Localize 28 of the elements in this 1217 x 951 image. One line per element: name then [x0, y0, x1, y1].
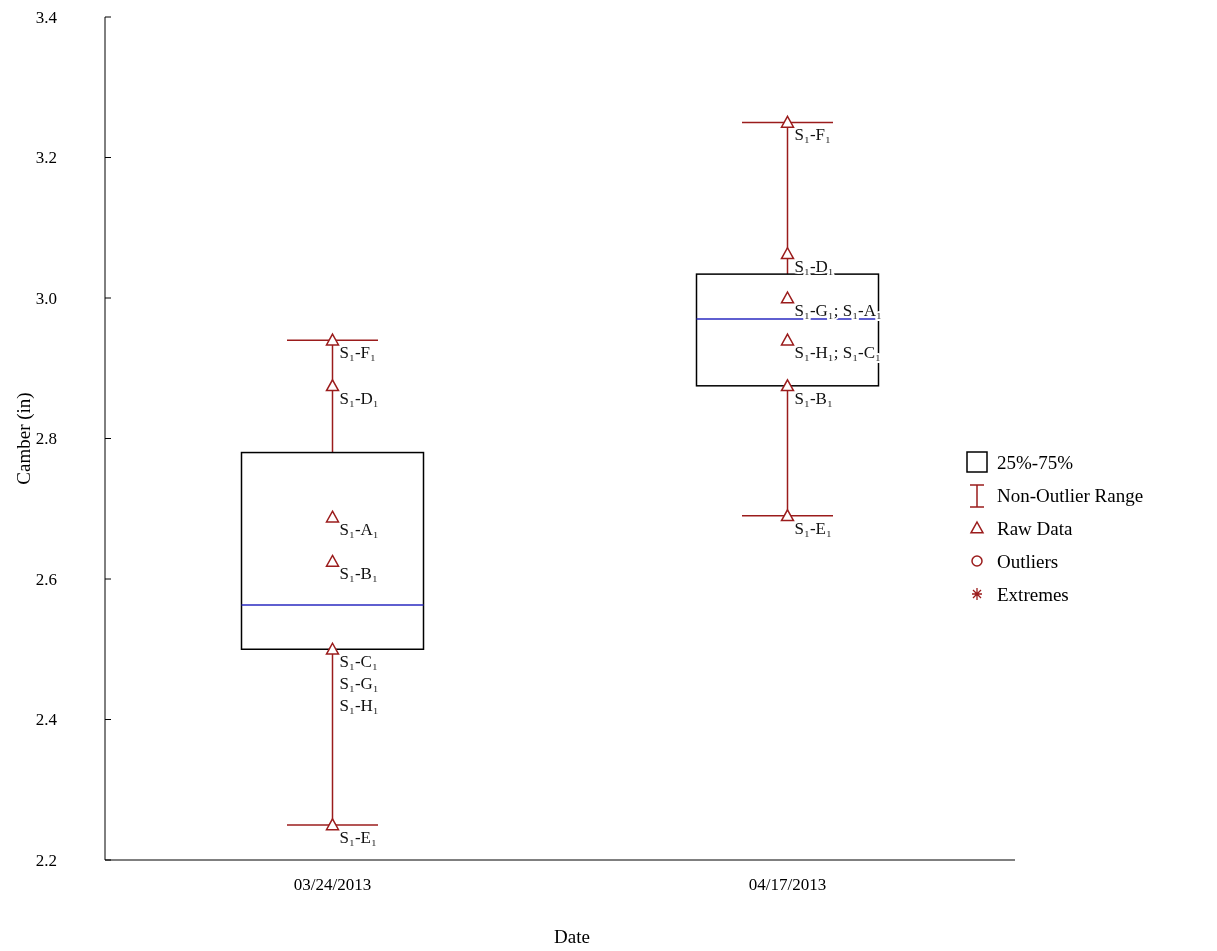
annotation: S₁-D₁ [339, 388, 379, 408]
legend-label: Raw Data [997, 517, 1074, 539]
y-tick-label: 2.8 [35, 429, 57, 449]
annotation: S₁-G₁ [339, 674, 379, 694]
annotation: S₁-E₁ [794, 518, 832, 538]
y-tick-label: 3.4 [35, 7, 58, 27]
annotation: S₁-D₁ [794, 256, 834, 276]
y-tick-label: 2.6 [35, 569, 57, 589]
x-axis-title: Date [554, 926, 590, 947]
x-tick-label: 04/17/2013 [748, 875, 827, 894]
annotation: Non-Outlier Range [997, 484, 1144, 506]
annotation: S₁-F₁ [794, 125, 831, 145]
annotation: S₁-A₁ [339, 520, 379, 540]
legend-label: 25%-75% [997, 451, 1074, 473]
y-axis-title: Camber (in) [13, 392, 35, 485]
annotation: S₁-E₁ [339, 827, 377, 847]
annotation: S₁-F₁ [339, 343, 376, 363]
x-tick-label: 03/24/2013 [293, 875, 372, 894]
y-tick-label: 3.0 [35, 288, 57, 308]
annotation: S₁-B₁ [794, 388, 833, 408]
legend-label: Extremes [997, 583, 1069, 605]
annotation: S₁-B₁ [339, 564, 378, 584]
legend-label: Outliers [997, 550, 1059, 572]
annotation: S₁-C₁ [339, 652, 378, 672]
y-tick-label: 2.4 [35, 710, 58, 730]
annotation: S₁-H₁ [339, 696, 379, 716]
y-tick-label: 2.2 [35, 850, 57, 870]
y-tick-label: 3.2 [35, 148, 57, 168]
